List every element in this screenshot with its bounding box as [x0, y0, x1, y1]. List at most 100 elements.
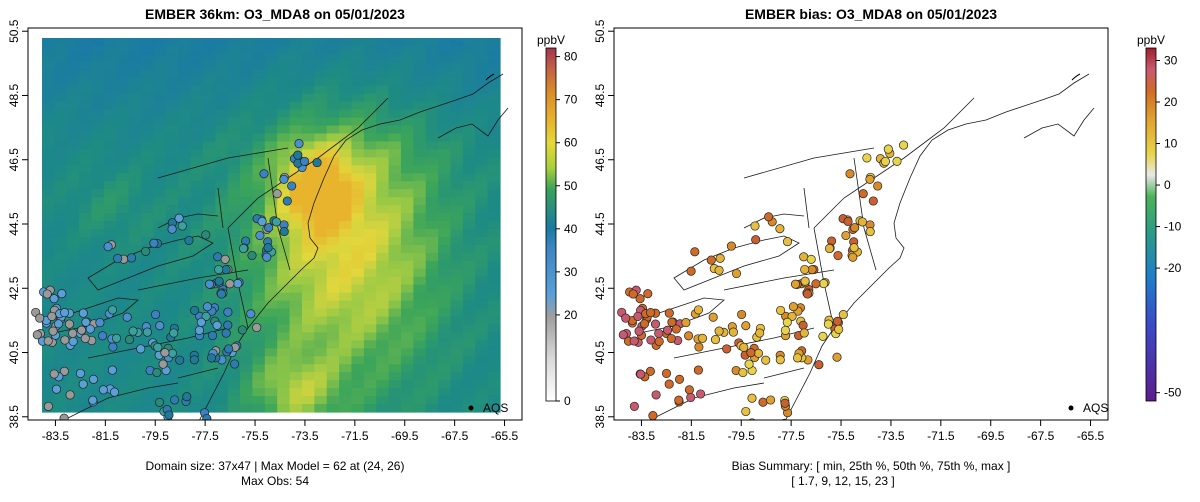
grid-cell — [351, 125, 365, 135]
grid-cell — [400, 292, 414, 302]
grid-cell — [413, 284, 427, 294]
grid-cell — [227, 181, 241, 190]
grid-cell — [178, 252, 192, 262]
grid-cell — [301, 268, 315, 278]
grid-cell — [277, 236, 291, 246]
grid-cell — [66, 117, 80, 127]
colorbar-tick-label: 20 — [564, 308, 578, 322]
grid-cell — [116, 388, 130, 397]
grid-cell — [487, 292, 501, 302]
grid-cell — [153, 165, 167, 174]
boundary-line — [199, 123, 381, 420]
grid-cell — [252, 300, 266, 310]
aqs-site-point — [204, 279, 215, 289]
grid-cell — [116, 205, 130, 214]
grid-cell — [116, 101, 130, 111]
grid-cell — [351, 213, 365, 222]
grid-cell — [91, 292, 105, 302]
grid-cell — [190, 197, 204, 206]
grid-cell — [487, 77, 501, 87]
grid-cell — [351, 61, 365, 71]
boundary-line — [763, 367, 805, 379]
grid-cell — [264, 396, 278, 405]
colorbar-tick-label: 50 — [564, 179, 578, 193]
grid-cell — [400, 348, 414, 357]
grid-cell — [116, 165, 130, 174]
grid-cell — [289, 189, 303, 198]
grid-cell — [128, 372, 142, 381]
grid-cell — [190, 45, 204, 55]
grid-cell — [141, 380, 155, 389]
grid-cell — [438, 332, 452, 341]
grid-cell — [190, 61, 204, 71]
lon-tick-label: -79.5 — [142, 429, 170, 443]
aqs-site-point — [113, 253, 123, 264]
grid-cell — [376, 77, 390, 87]
grid-cell — [487, 276, 501, 286]
grid-cell — [376, 276, 390, 286]
grid-cell — [240, 300, 254, 310]
grid-cell — [400, 85, 414, 95]
grid-cell — [91, 244, 105, 254]
grid-cell — [54, 276, 68, 286]
grid-cell — [376, 260, 390, 270]
grid-cell — [240, 53, 254, 63]
grid-cell — [462, 109, 476, 119]
grid-cell — [178, 189, 192, 198]
grid-cell — [462, 173, 476, 182]
aqs-site-point — [98, 331, 108, 341]
grid-cell — [351, 221, 365, 230]
grid-cell — [475, 205, 489, 214]
grid-cell — [363, 396, 377, 405]
grid-cell — [215, 69, 229, 79]
grid-cell — [141, 197, 155, 206]
lon-tick-label: -65.5 — [491, 429, 519, 443]
grid-cell — [388, 53, 402, 63]
aqs-site-point — [722, 344, 732, 354]
grid-cell — [128, 244, 142, 254]
grid-cell — [326, 244, 340, 254]
grid-cell — [153, 292, 167, 302]
grid-cell — [363, 165, 377, 174]
grid-cell — [54, 260, 68, 270]
grid-cell — [388, 141, 402, 151]
aqs-site-point — [42, 289, 52, 299]
grid-cell — [128, 228, 142, 238]
grid-cell — [450, 117, 464, 127]
grid-cell — [54, 157, 68, 166]
grid-cell — [103, 141, 117, 151]
grid-cell — [413, 61, 427, 71]
grid-cell — [128, 93, 142, 103]
aqs-site-point — [823, 319, 833, 329]
grid-cell — [264, 404, 278, 413]
aqs-site-point — [629, 336, 639, 346]
grid-cell — [227, 101, 241, 111]
grid-cell — [116, 109, 130, 119]
grid-cell — [227, 332, 241, 341]
aqs-site-point — [233, 279, 243, 289]
grid-cell — [462, 380, 476, 389]
grid-cell — [103, 205, 117, 214]
grid-cell — [103, 260, 117, 270]
grid-cell — [301, 133, 315, 143]
grid-cell — [413, 268, 427, 278]
grid-cell — [240, 85, 254, 95]
grid-cell — [202, 181, 216, 190]
grid-cell — [240, 197, 254, 206]
grid-cell — [103, 85, 117, 95]
grid-cell — [326, 38, 340, 47]
grid-cell — [475, 45, 489, 55]
aqs-site-point — [154, 397, 165, 407]
aqs-site-point — [202, 414, 212, 420]
grid-cell — [400, 396, 414, 405]
grid-cell — [79, 157, 93, 166]
grid-cell — [314, 276, 328, 286]
grid-cell — [91, 141, 105, 151]
grid-cell — [400, 157, 414, 166]
grid-cell — [79, 38, 93, 47]
grid-cell — [165, 308, 179, 318]
grid-cell — [165, 101, 179, 111]
grid-cell — [165, 300, 179, 310]
grid-cell — [462, 133, 476, 143]
grid-cell — [264, 332, 278, 341]
